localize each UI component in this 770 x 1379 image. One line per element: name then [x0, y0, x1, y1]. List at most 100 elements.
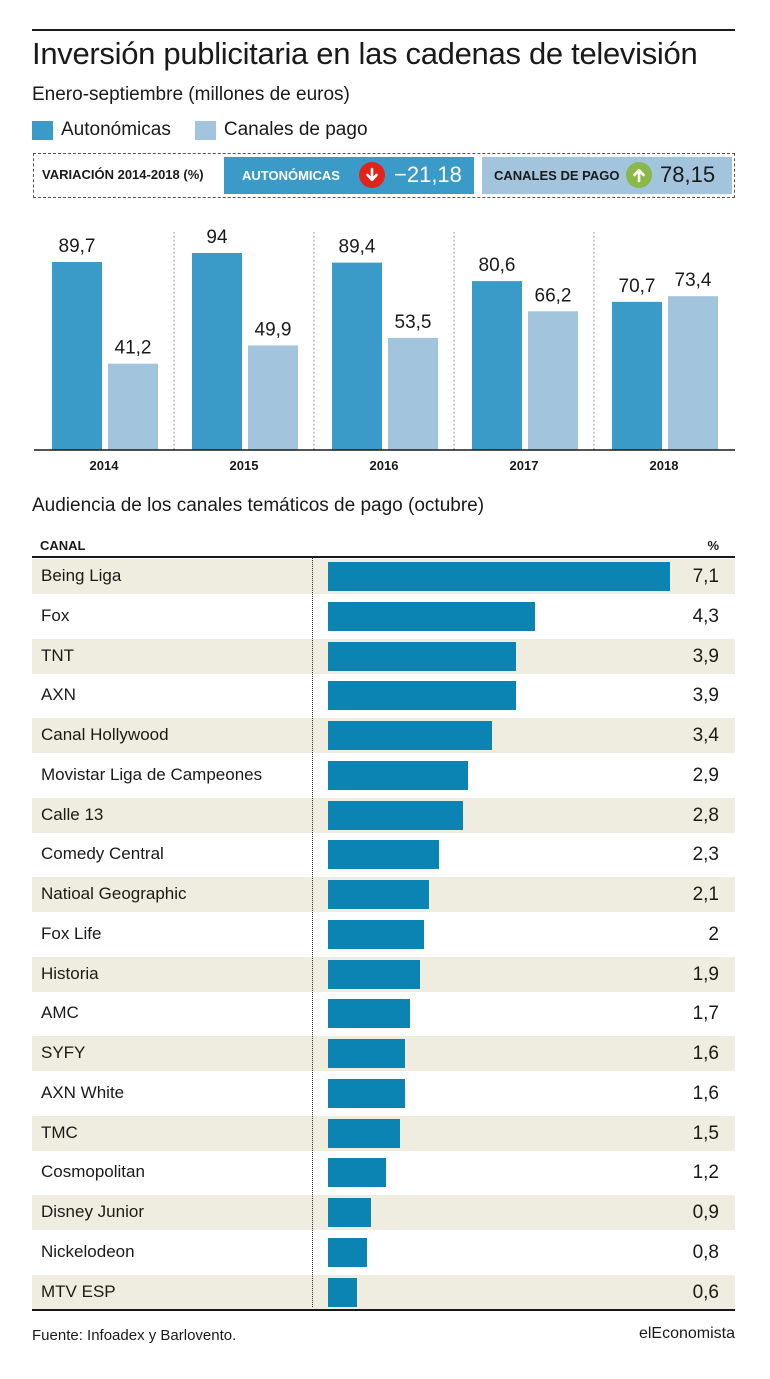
arrow-up-icon [626, 162, 652, 188]
audience-chart-title: Audiencia de los canales temáticos de pa… [32, 495, 485, 516]
table-row: TNT 3,9 [32, 638, 735, 674]
variation-autonomicas-value: −21,18 [394, 162, 462, 187]
audience-bar [328, 721, 492, 750]
table-row: AMC 1,7 [32, 996, 735, 1031]
audience-value: 0,9 [692, 1202, 719, 1223]
channel-name: Fox [41, 605, 70, 625]
column-header-percent: % [707, 538, 719, 553]
audience-value: 2,3 [692, 844, 719, 866]
table-row: Being Liga 7,1 [32, 559, 735, 594]
x-tick-label-2014: 2014 [90, 458, 120, 473]
audience-value: 1,6 [692, 1043, 719, 1064]
audience-value: 2 [708, 923, 719, 945]
x-tick-label-2015: 2015 [230, 458, 259, 473]
table-row: AXN White 1,6 [32, 1076, 735, 1111]
dotted-divider [312, 556, 313, 1307]
table-row: Cosmopolitan 1,2 [32, 1155, 735, 1190]
audience-value: 3,9 [692, 645, 719, 667]
data-label-canales-pago-2018: 73,4 [675, 270, 712, 291]
audience-bar [328, 601, 536, 631]
table-header-rule [32, 556, 735, 558]
channel-name: Fox Life [41, 923, 102, 943]
audience-value: 4,3 [692, 605, 719, 627]
channel-name: Calle 13 [41, 804, 104, 824]
table-row: Disney Junior 0,9 [32, 1195, 735, 1230]
legend-label-autonomicas: Autonómicas [61, 119, 171, 140]
audience-bar [328, 999, 410, 1029]
data-label-canales-pago-2014: 41,2 [115, 338, 152, 359]
table-row: Natioal Geographic 2,1 [32, 877, 735, 912]
bar-autonomicas-2014 [52, 262, 102, 450]
data-label-autonomicas-2018: 70,7 [619, 276, 656, 297]
audience-bar [328, 800, 463, 830]
x-tick-label-2017: 2017 [510, 458, 539, 473]
table-row: Calle 13 2,8 [32, 797, 735, 833]
audience-value: 1,5 [692, 1122, 719, 1144]
column-header-canal: CANAL [40, 538, 86, 553]
x-tick-label-2016: 2016 [370, 458, 399, 473]
audience-value: 2,1 [692, 884, 719, 905]
audience-bar [328, 880, 430, 909]
page-subtitle: Enero-septiembre (millones de euros) [32, 84, 350, 105]
data-label-autonomicas-2017: 80,6 [479, 255, 516, 276]
table-row: Fox 4,3 [32, 599, 735, 634]
bar-canales-pago-2014 [108, 363, 158, 450]
audience-bar [328, 1158, 386, 1188]
audience-value: 2,9 [692, 764, 719, 786]
audience-bar [328, 959, 420, 989]
audience-value: 1,9 [692, 963, 719, 985]
legend-swatch-autonomicas [32, 120, 53, 140]
page-title: Inversión publicitaria en las cadenas de… [32, 36, 698, 71]
legend-swatch-canales-pago [194, 120, 216, 140]
legend: Autonómicas Canales de pago [32, 119, 382, 141]
table-row: Comedy Central 2,3 [32, 837, 735, 872]
bar-autonomicas-2018 [612, 301, 662, 450]
bar-autonomicas-2017 [472, 281, 522, 450]
audience-bar [328, 1277, 357, 1307]
audience-bar [328, 760, 468, 790]
table-row: Movistar Liga de Campeones 2,9 [32, 758, 735, 793]
channel-name: Nickelodeon [41, 1241, 135, 1261]
arrow-down-icon [359, 162, 385, 188]
bottom-rule [32, 1309, 735, 1311]
audience-table-header: CANAL % [32, 536, 735, 556]
channel-name: AMC [41, 1003, 79, 1023]
audience-value: 0,6 [692, 1281, 719, 1303]
data-label-autonomicas-2015: 94 [206, 227, 228, 248]
table-row: AXN 3,9 [32, 678, 735, 713]
channel-name: TNT [41, 645, 75, 665]
audience-value: 1,7 [692, 1003, 719, 1025]
channel-name: TMC [41, 1122, 78, 1142]
bar-canales-pago-2016 [388, 337, 438, 450]
bar-autonomicas-2015 [192, 253, 242, 450]
variation-label: VARIACIÓN 2014-2018 (%) [42, 167, 204, 182]
legend-item-autonomicas: Autonómicas [32, 119, 171, 141]
audience-value: 1,6 [692, 1082, 719, 1104]
table-row: Historia 1,9 [32, 956, 735, 992]
variation-autonomicas-label: AUTONÓMICAS [242, 168, 340, 183]
audience-value: 2,8 [692, 804, 719, 826]
source-note: Fuente: Infoadex y Barlovento. [32, 1327, 237, 1344]
channel-name: AXN White [41, 1082, 125, 1102]
audience-value: 3,4 [692, 725, 719, 746]
investment-bar-chart: 89,7 41,2 2014 94 49,9 2015 89,4 53,5 2016 80,6 66… [34, 227, 735, 473]
audience-bar [328, 562, 670, 591]
audience-value: 7,1 [692, 566, 719, 587]
table-row: MTV ESP 0,6 [32, 1274, 735, 1310]
table-row: Nickelodeon 0,8 [32, 1235, 735, 1270]
bar-canales-pago-2017 [528, 311, 578, 450]
channel-name: Canal Hollywood [41, 725, 169, 744]
audience-value: 3,9 [692, 685, 719, 707]
audience-bar [328, 919, 425, 949]
variation-canales-pago-value: 78,15 [660, 162, 716, 187]
data-label-autonomicas-2016: 89,4 [339, 237, 376, 258]
brand-logo: elEconomista [638, 1325, 735, 1342]
variation-box: VARIACIÓN 2014-2018 (%) AUTONÓMICAS −21,… [33, 153, 735, 198]
bar-autonomicas-2016 [332, 262, 382, 450]
channel-name: Movistar Liga de Campeones [41, 764, 263, 784]
audience-bar [328, 681, 516, 711]
bar-canales-pago-2018 [668, 296, 718, 450]
table-row: Fox Life 2 [32, 917, 735, 952]
bar-canales-pago-2015 [248, 345, 298, 450]
audience-value: 1,2 [692, 1162, 719, 1184]
